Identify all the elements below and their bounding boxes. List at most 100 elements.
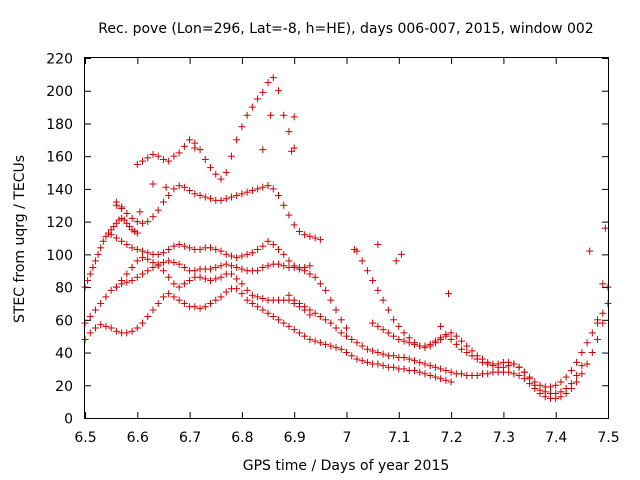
data-point xyxy=(259,183,267,191)
data-point xyxy=(458,345,466,353)
data-point xyxy=(316,236,324,244)
y-tick-label: 140 xyxy=(46,182,73,198)
data-point xyxy=(280,319,288,327)
plot-frame xyxy=(84,57,609,419)
data-point xyxy=(463,349,471,357)
data-point xyxy=(583,339,591,347)
data-point xyxy=(348,352,356,360)
data-point xyxy=(248,249,256,257)
data-point xyxy=(248,103,256,111)
data-point xyxy=(264,262,272,270)
x-tick-label: 7.1 xyxy=(388,430,410,446)
y-tick-label: 200 xyxy=(46,84,73,100)
data-point xyxy=(191,190,199,198)
data-point xyxy=(254,245,262,253)
data-point xyxy=(201,193,209,201)
data-point xyxy=(107,231,115,239)
data-point xyxy=(431,363,439,371)
data-point xyxy=(295,265,303,273)
data-point xyxy=(133,257,141,265)
data-point xyxy=(484,370,492,378)
data-point xyxy=(89,263,97,271)
data-point xyxy=(139,157,147,165)
data-point xyxy=(238,265,246,273)
data-point xyxy=(374,349,382,357)
data-point xyxy=(322,286,330,294)
data-point xyxy=(332,306,340,314)
data-point xyxy=(306,262,314,270)
data-point xyxy=(86,270,94,278)
data-point xyxy=(390,363,398,371)
data-point xyxy=(207,299,215,307)
data-point xyxy=(337,316,345,324)
data-point xyxy=(154,299,162,307)
x-tick-label: 6.7 xyxy=(179,430,201,446)
data-point xyxy=(599,309,607,317)
data-point xyxy=(363,267,371,275)
data-point xyxy=(447,378,455,386)
data-point xyxy=(102,293,110,301)
data-point xyxy=(332,324,340,332)
data-point xyxy=(196,146,204,154)
data-point xyxy=(269,185,277,193)
data-point xyxy=(421,360,429,368)
data-point xyxy=(97,321,105,329)
data-point xyxy=(442,376,450,384)
data-point xyxy=(238,290,246,298)
data-point xyxy=(316,339,324,347)
data-point xyxy=(478,355,486,363)
data-point xyxy=(254,267,262,275)
data-point xyxy=(437,375,445,383)
data-point xyxy=(112,234,120,242)
x-tick-label: 7.3 xyxy=(493,430,515,446)
data-point xyxy=(410,367,418,375)
data-point xyxy=(421,342,429,350)
data-point xyxy=(431,337,439,345)
data-point xyxy=(536,386,544,394)
data-point xyxy=(599,280,607,288)
data-point xyxy=(264,237,272,245)
data-point xyxy=(416,358,424,366)
chart-title: Rec. pove (Lon=296, Lat=-8, h=HE), days … xyxy=(98,21,593,37)
x-axis-label: GPS time / Days of year 2015 xyxy=(243,458,450,474)
data-point xyxy=(243,286,251,294)
data-point xyxy=(86,329,94,337)
data-point xyxy=(259,263,267,271)
data-point xyxy=(201,155,209,163)
data-point xyxy=(400,365,408,373)
data-point xyxy=(353,339,361,347)
data-point xyxy=(452,332,460,340)
data-point xyxy=(458,370,466,378)
data-point xyxy=(165,273,173,281)
data-point xyxy=(186,187,194,195)
data-point xyxy=(102,322,110,330)
data-point xyxy=(515,363,523,371)
data-point xyxy=(586,247,594,255)
data-point xyxy=(447,335,455,343)
data-point xyxy=(322,340,330,348)
data-point xyxy=(212,296,220,304)
data-point xyxy=(139,247,147,255)
data-point xyxy=(112,198,120,206)
data-point xyxy=(397,250,405,258)
data-point xyxy=(196,304,204,312)
data-point xyxy=(442,367,450,375)
data-point xyxy=(327,342,335,350)
data-point xyxy=(594,335,602,343)
data-point xyxy=(107,286,115,294)
data-point xyxy=(531,381,539,389)
data-point xyxy=(290,296,298,304)
data-point xyxy=(410,340,418,348)
data-point xyxy=(337,329,345,337)
data-point xyxy=(311,234,319,242)
data-point xyxy=(400,353,408,361)
data-point xyxy=(578,349,586,357)
data-point xyxy=(227,193,235,201)
data-point xyxy=(128,244,136,252)
data-point xyxy=(280,111,288,119)
data-point xyxy=(468,347,476,355)
data-point xyxy=(275,245,283,253)
data-point xyxy=(421,370,429,378)
data-point xyxy=(601,224,609,232)
data-point xyxy=(290,221,298,229)
